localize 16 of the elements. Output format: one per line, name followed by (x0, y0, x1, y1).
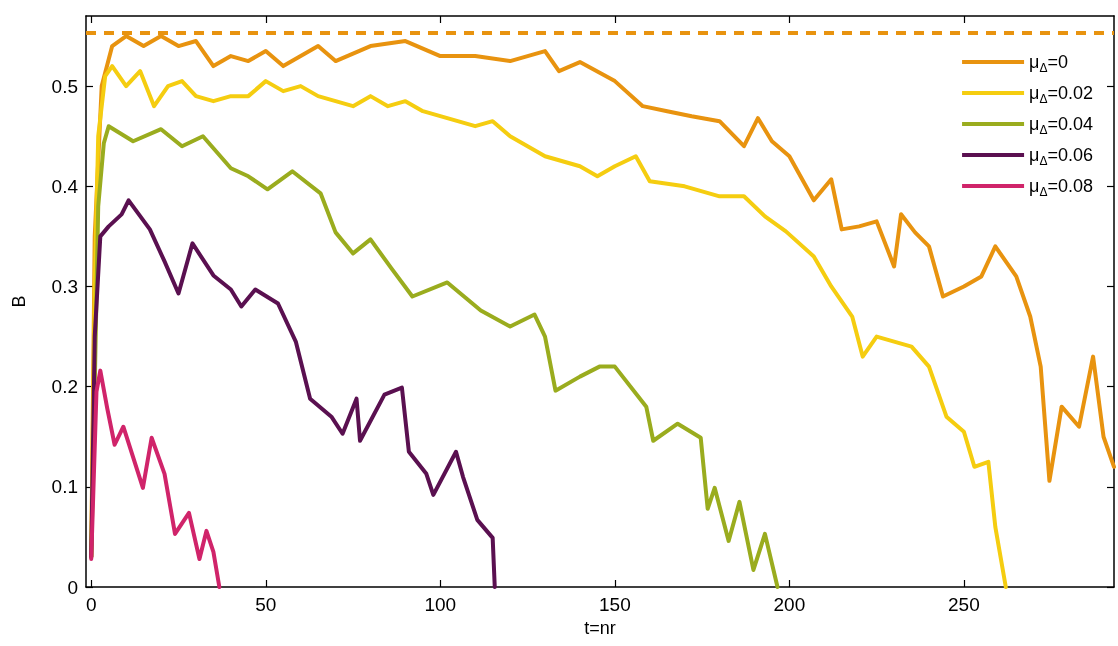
x-axis-title: t=nr (584, 617, 616, 638)
y-tick-label: 0.4 (51, 175, 79, 197)
line-series (89, 198, 497, 589)
y-tick-label: 0.5 (51, 75, 78, 97)
y-axis-title: B (9, 295, 29, 308)
line-series (89, 368, 222, 589)
y-tick-label: 0.1 (51, 476, 78, 498)
x-tick-label: 200 (773, 594, 806, 615)
x-tick-label: 0 (85, 594, 97, 615)
x-tick-label: 50 (255, 594, 277, 615)
y-tick-label: 0 (67, 576, 78, 598)
y-tick-label: 0.2 (51, 376, 78, 398)
y-tick-label: 0.3 (51, 275, 78, 297)
x-tick-label: 250 (948, 594, 980, 615)
x-tick-label: 100 (424, 594, 457, 615)
x-tick-label: 150 (598, 594, 631, 615)
